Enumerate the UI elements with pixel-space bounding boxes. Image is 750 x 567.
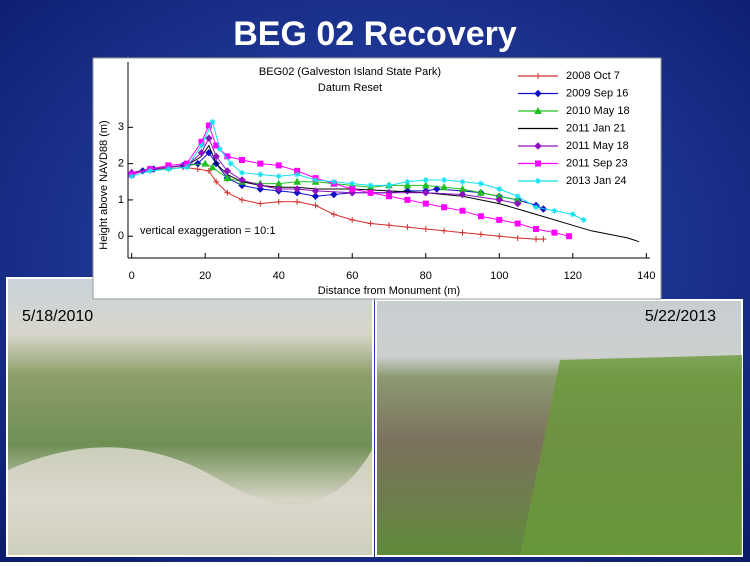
legend-label: 2010 May 18	[566, 105, 630, 117]
chart-title: BEG02 (Galveston Island State Park)	[259, 66, 441, 78]
y-tick-label: 1	[118, 194, 124, 206]
legend-label: 2011 Jan 21	[566, 122, 626, 134]
legend-label: 2013 Jan 24	[566, 175, 627, 187]
annotation: vertical exaggeration = 10:1	[140, 225, 275, 237]
slide-title: BEG 02 Recovery	[233, 15, 517, 53]
sand	[8, 447, 372, 555]
y-tick-label: 2	[118, 158, 124, 170]
legend-label: 2011 Sep 23	[566, 157, 628, 169]
legend-marker	[534, 142, 542, 150]
x-tick-label: 140	[637, 270, 655, 282]
legend-marker	[535, 73, 541, 79]
y-axis-label: Height above NAVD88 (m)	[98, 120, 110, 249]
legend-label: 2008 Oct 7	[566, 70, 620, 82]
chart: BEG02 (Galveston Island State Park) Datu…	[98, 62, 656, 297]
x-axis-label: Distance from Monument (m)	[318, 285, 460, 297]
y-tick-label: 3	[118, 121, 124, 133]
legend-marker	[534, 106, 542, 114]
legend-label: 2009 Sep 16	[566, 87, 628, 99]
y-tick-label: 0	[118, 230, 124, 242]
x-tick-label: 0	[129, 270, 135, 282]
x-tick-label: 40	[273, 270, 285, 282]
x-tick-label: 80	[420, 270, 432, 282]
legend-marker	[535, 160, 541, 167]
legend-marker	[535, 178, 541, 184]
series-line	[128, 118, 587, 223]
chart-subtitle: Datum Reset	[318, 82, 382, 94]
photo-caption: 5/18/2010	[22, 308, 93, 325]
x-tick-label: 100	[490, 270, 508, 282]
photo-caption: 5/22/2013	[645, 308, 716, 325]
x-tick-label: 120	[564, 270, 582, 282]
vegetation	[520, 355, 742, 555]
x-tick-label: 20	[199, 270, 211, 282]
x-tick-label: 60	[346, 270, 358, 282]
legend-marker	[534, 89, 542, 98]
legend-label: 2011 May 18	[566, 140, 629, 152]
